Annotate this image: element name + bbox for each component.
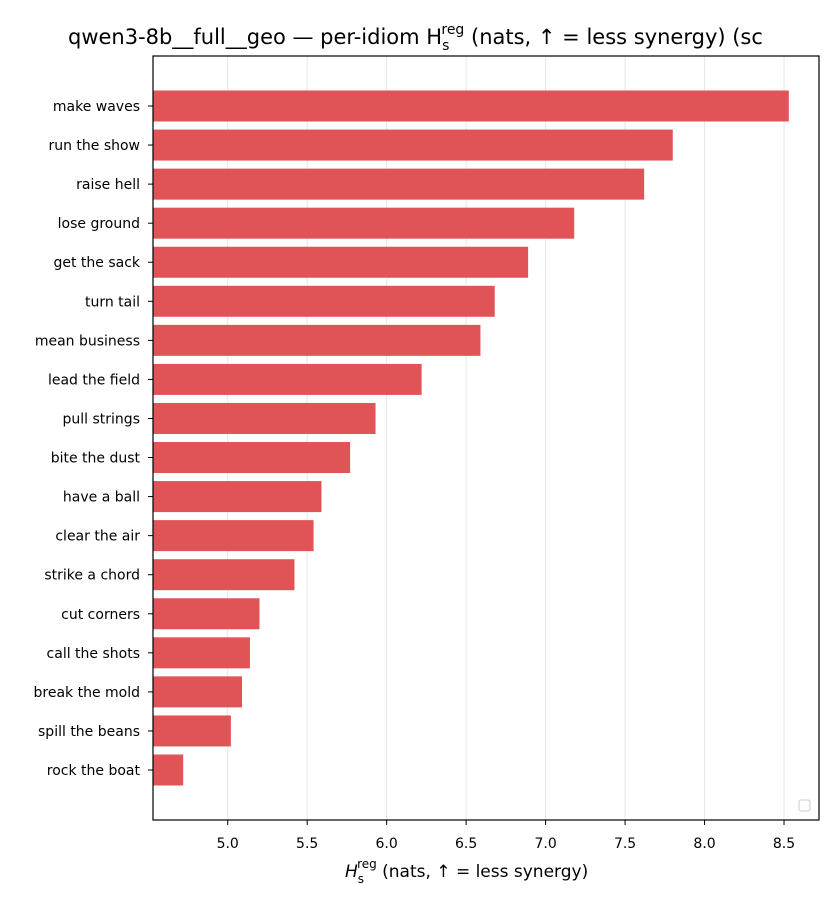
bars xyxy=(153,90,789,786)
x-axis-label-math: H xyxy=(345,862,358,882)
x-axis-label-sub: s xyxy=(358,872,364,886)
y-tick-label: mean business xyxy=(35,333,140,349)
x-tick-label: 6.5 xyxy=(455,836,477,852)
chart-title-suffix: (nats, ↑ = less synergy) (sc xyxy=(464,25,763,49)
legend-box xyxy=(798,799,811,812)
x-tick-label: 5.5 xyxy=(296,836,318,852)
bar xyxy=(153,637,250,669)
y-tick-label: rock the boat xyxy=(47,763,141,779)
bar xyxy=(153,246,529,278)
bar xyxy=(153,598,260,630)
bar xyxy=(153,207,575,239)
y-tick-label: break the mold xyxy=(34,685,141,701)
bar xyxy=(153,715,231,747)
bar xyxy=(153,402,376,434)
y-tick-label: cut corners xyxy=(61,607,140,623)
y-tick-label: bite the dust xyxy=(51,451,141,467)
y-ticks: make waves run the show raise hell lose gro… xyxy=(34,99,153,779)
x-tick-label: 6.0 xyxy=(376,836,398,852)
y-tick-label: get the sack xyxy=(53,255,140,271)
chart-title-sup: reg xyxy=(441,22,464,38)
y-tick-label: lead the field xyxy=(48,372,140,388)
bar xyxy=(153,520,314,552)
chart-title: qwen3-8b__full__geo — per-idiom Hsreg (n… xyxy=(68,22,763,54)
y-tick-label: raise hell xyxy=(76,177,140,193)
bar xyxy=(153,168,645,200)
chart-title-sub: s xyxy=(442,38,449,54)
y-tick-label: make waves xyxy=(53,99,140,115)
chart-title-main: qwen3-8b__full__geo — per-idiom H xyxy=(68,25,442,50)
plot-frame xyxy=(152,55,820,821)
y-tick-label: run the show xyxy=(48,138,140,154)
y-tick-label: call the shots xyxy=(47,646,140,662)
bar xyxy=(153,442,351,474)
x-axis-label: Hsreg (nats, ↑ = less synergy) xyxy=(345,857,588,886)
y-tick-label: clear the air xyxy=(55,529,140,545)
x-ticks: 5.0 5.5 6.0 6.5 7.0 7.5 8.0 8.5 xyxy=(217,820,795,852)
x-axis-label-sup: reg xyxy=(357,857,377,871)
x-tick-label: 5.0 xyxy=(217,836,239,852)
bar xyxy=(153,481,322,513)
x-tick-label: 7.5 xyxy=(614,836,636,852)
x-tick-label: 8.5 xyxy=(773,836,795,852)
y-tick-label: strike a chord xyxy=(44,568,140,584)
x-tick-label: 7.0 xyxy=(534,836,556,852)
bar xyxy=(153,285,495,317)
bar xyxy=(153,676,243,708)
y-tick-label: turn tail xyxy=(85,294,140,310)
bar xyxy=(153,754,184,786)
bar xyxy=(153,559,295,591)
y-tick-label: have a ball xyxy=(63,490,140,506)
y-tick-label: spill the beans xyxy=(38,724,140,740)
bar xyxy=(153,363,422,395)
x-axis-label-suffix: (nats, ↑ = less synergy) xyxy=(377,862,588,882)
bar xyxy=(153,324,481,356)
bar xyxy=(153,90,789,122)
bar xyxy=(153,129,673,161)
y-tick-label: pull strings xyxy=(63,411,140,427)
x-tick-label: 8.0 xyxy=(693,836,715,852)
y-tick-label: lose ground xyxy=(58,216,140,232)
